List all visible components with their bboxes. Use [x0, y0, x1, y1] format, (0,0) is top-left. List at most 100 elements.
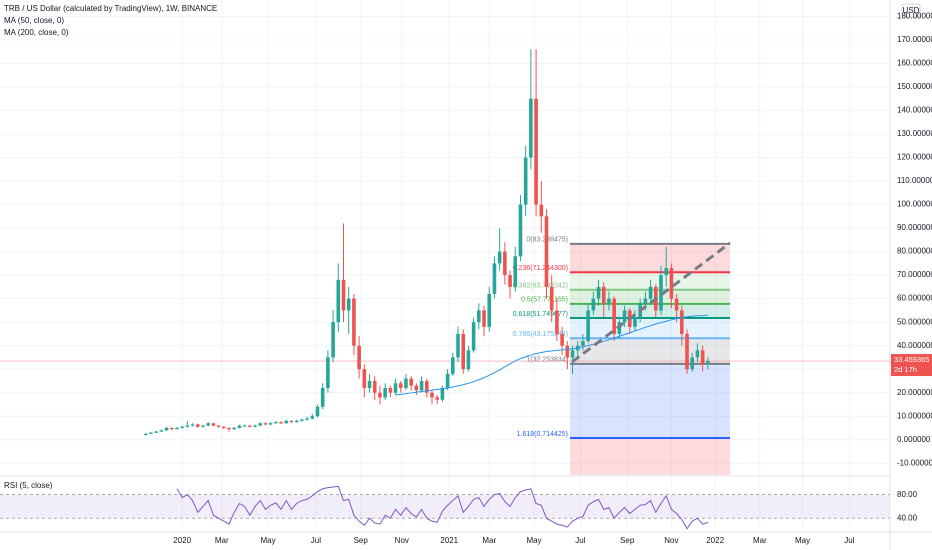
candle-body	[227, 427, 231, 430]
candle-body	[279, 422, 283, 424]
time-tick-label: Sep	[620, 536, 635, 545]
fib-label: 0.5(57.771155)	[521, 297, 568, 304]
candle-body	[404, 378, 408, 388]
candle-body	[159, 430, 164, 432]
candle-body	[341, 279, 346, 311]
price-tick-label: 130.000000	[897, 129, 932, 138]
candle-body	[633, 317, 637, 327]
candle-body	[206, 423, 210, 426]
candle-body	[680, 310, 684, 334]
candle-body	[685, 333, 689, 370]
candle-body	[503, 251, 507, 276]
candle-body	[383, 387, 387, 398]
price-tick-label: 50.000000	[897, 317, 932, 326]
candle-body	[539, 204, 544, 217]
candle-body	[549, 286, 554, 311]
candle-body	[326, 357, 330, 388]
price-tick-label: 40.000000	[897, 341, 932, 350]
candle-body	[143, 433, 148, 436]
fib-zone	[570, 303, 730, 319]
fib-label: 0.382(63.793242)	[513, 283, 568, 290]
rsi-line	[176, 485, 708, 530]
candle-body	[601, 286, 606, 304]
candle-body	[581, 340, 585, 346]
currency[interactable]: USD	[903, 6, 920, 15]
candle-body	[253, 425, 257, 427]
fib-label: 0.786(43.175248)	[513, 331, 568, 338]
candle-body	[180, 426, 184, 428]
candle-body	[648, 286, 653, 299]
price-tick-label: 110.000000	[897, 176, 932, 185]
fib-zone	[570, 272, 730, 290]
candle-body	[274, 422, 278, 424]
candle-body	[591, 298, 596, 311]
time-tick-label: Mar	[215, 536, 229, 545]
candle-body	[398, 383, 403, 388]
candle-body	[565, 345, 570, 358]
trend-arrow	[571, 241, 731, 364]
fib-label: 0.236(71.244300)	[513, 265, 568, 272]
candle-body	[586, 310, 590, 341]
candle-body	[674, 298, 679, 311]
candle-body	[409, 378, 413, 386]
candle-body	[242, 425, 247, 427]
candle-body	[664, 268, 668, 276]
fib-zone	[570, 363, 730, 439]
candle-body	[320, 387, 325, 407]
time-tick-label: Jul	[575, 536, 585, 545]
candle-body	[211, 423, 216, 426]
ma50-line	[395, 314, 708, 396]
candle-body	[232, 427, 237, 430]
candle-body	[643, 298, 648, 304]
time-tick-label: 2021	[440, 536, 458, 545]
candle-body	[300, 419, 304, 421]
candle-body	[222, 426, 226, 428]
candle-body	[612, 298, 616, 334]
time-tick-label: Jul	[844, 536, 854, 545]
candle-body	[529, 98, 533, 158]
time-tick-label: Mar	[482, 536, 496, 545]
candle-body	[268, 423, 273, 425]
price-tick-label: 120.000000	[897, 153, 932, 162]
rsi-tick-label: 80.00	[897, 490, 918, 499]
plot: 0(83.288475)0.236(71.244300)0.382(63.793…	[0, 0, 890, 532]
fib-zone	[570, 318, 730, 339]
price-tick-label: 150.000000	[897, 82, 932, 91]
candle-body	[346, 298, 351, 311]
candle-body	[430, 392, 434, 398]
fib-label: 0.618(51.749077)	[513, 311, 568, 318]
time-tick-label: Mar	[753, 536, 767, 545]
candle-body	[289, 420, 294, 423]
price-tick-label: 100.000000	[897, 200, 932, 209]
candle-body	[690, 357, 695, 370]
currency-box[interactable]	[901, 3, 921, 18]
candle-body	[310, 416, 315, 419]
time-tick-label: May	[795, 536, 810, 545]
candle-body	[175, 427, 179, 430]
price-tick-label: 180.000000	[897, 12, 932, 21]
candle-body	[487, 293, 492, 327]
candle-body	[248, 425, 252, 427]
price-tick-label: 160.000000	[897, 59, 932, 68]
fib-label: 1(32.253834)	[526, 357, 568, 364]
candle-body	[357, 345, 361, 370]
countdown: 2d 17h	[894, 365, 917, 374]
candle-body	[706, 361, 710, 365]
candle-body	[482, 310, 486, 327]
candle-body	[263, 423, 268, 425]
candle-body	[700, 350, 705, 365]
candle-body	[695, 350, 700, 358]
candle-body	[508, 275, 512, 287]
candle-body	[596, 286, 601, 299]
candle-body	[435, 397, 439, 400]
candle-body	[414, 385, 419, 391]
fib-zone	[570, 243, 730, 273]
symbol-title: TRB / US Dollar (calculated by TradingVi…	[4, 4, 217, 13]
candle-body	[284, 420, 289, 424]
time-tick-label: Nov	[664, 536, 678, 545]
price-tick-label: 70.000000	[897, 270, 932, 279]
time-tick-label: 2020	[173, 536, 191, 545]
price-tick-label: 0.000000	[897, 435, 931, 444]
candle-body	[451, 357, 455, 374]
